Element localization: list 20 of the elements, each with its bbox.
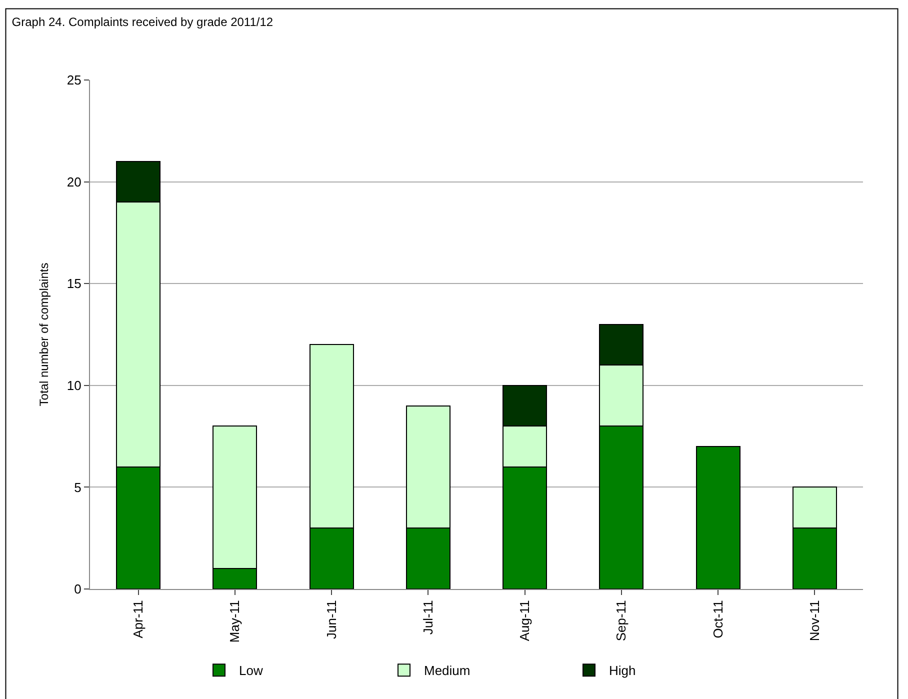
y-axis-title: Total number of complaints <box>37 262 52 406</box>
y-tick-label: 0 <box>74 582 82 597</box>
y-tick-label: 15 <box>66 276 82 292</box>
x-tick-label: May-11 <box>227 600 242 643</box>
bar <box>696 446 740 589</box>
x-tick-label: Aug-11 <box>517 600 532 642</box>
legend-label: High <box>609 663 636 678</box>
y-tick-label: 25 <box>66 72 82 88</box>
x-tick-label: Jul-11 <box>420 600 436 635</box>
x-tick-label: Apr-11 <box>130 600 146 638</box>
legend-label: Low <box>239 663 264 678</box>
y-tick-label: 20 <box>66 174 82 190</box>
legend-label: Medium <box>424 663 470 678</box>
x-tick-label: Oct-11 <box>710 600 726 638</box>
x-tick-label: Sep-11 <box>614 600 629 642</box>
y-tick-label: 10 <box>66 378 82 393</box>
chart-title: Graph 24. Complaints received by grade 2011/12 <box>12 14 274 29</box>
x-tick-label: Nov-11 <box>806 600 822 642</box>
y-tick-label: 5 <box>74 480 82 495</box>
x-tick-label: Jun-11 <box>324 600 339 639</box>
